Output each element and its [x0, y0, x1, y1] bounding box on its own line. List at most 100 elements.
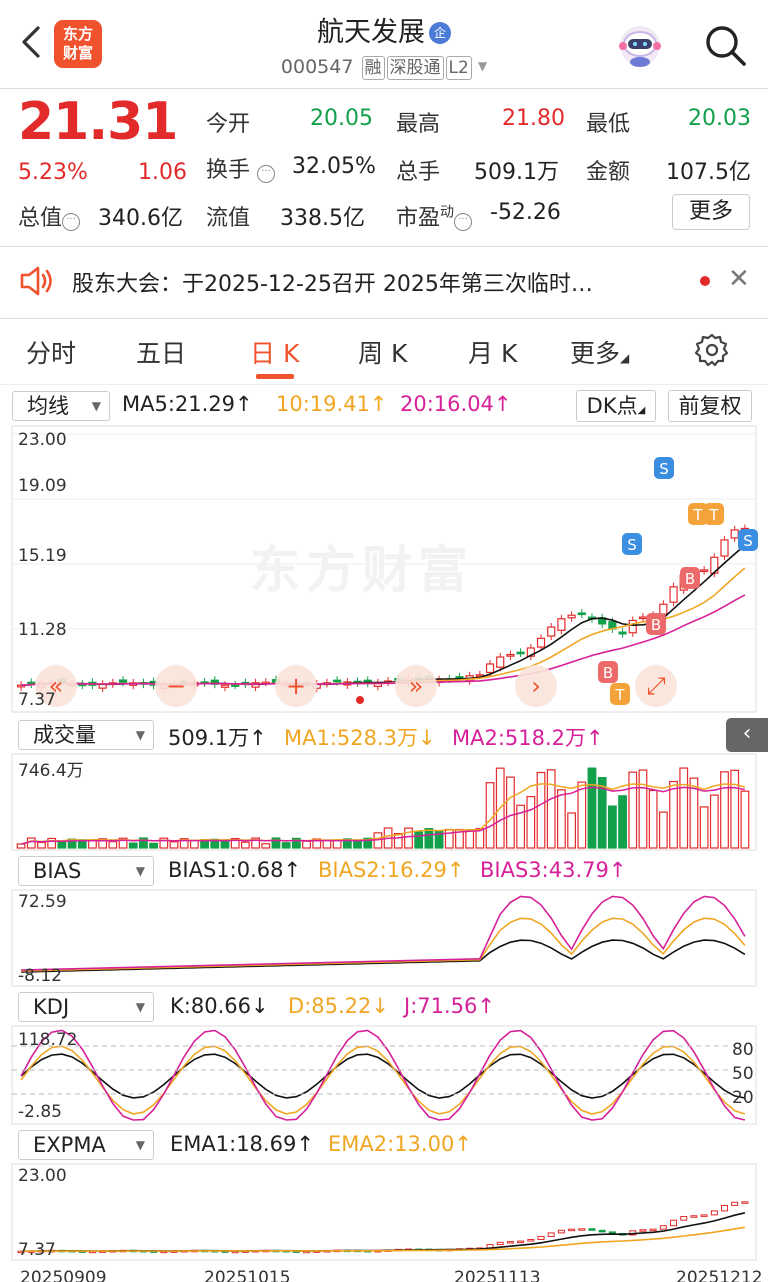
tab-weekly-k[interactable]: 周 K [358, 339, 408, 368]
date-axis-label: 20251212 [676, 1268, 763, 1282]
volume-bar [607, 805, 617, 849]
kdj-level-label: 80 [732, 1040, 754, 1060]
candle-body [618, 631, 627, 635]
collapse-arrow-icon[interactable]: ‹ [726, 718, 768, 752]
expma-candle [568, 1228, 576, 1232]
chart-nav-button [635, 665, 677, 707]
more-quote-button[interactable]: 更多 [672, 194, 750, 230]
close-icon[interactable]: ✕ [728, 264, 750, 294]
volume-bar [506, 776, 515, 849]
chart-nav-button [155, 665, 197, 707]
bias2-indicator: BIAS2:16.29↑ [318, 858, 465, 882]
ma10-indicator: 10:19.41↑ [276, 392, 388, 416]
kdj-axis-top: 118.72 [18, 1030, 78, 1050]
volume-value: 509.1万 [474, 160, 559, 185]
candle-body [659, 603, 668, 615]
open-label: 今开 [206, 112, 251, 137]
volume-bar [709, 794, 719, 849]
volume-bar [669, 780, 678, 849]
candle-body [577, 612, 586, 616]
kdj-selector[interactable]: KDJ ▼ [18, 992, 154, 1022]
tab-five-day[interactable]: 五日 [136, 339, 187, 368]
ema1-indicator: EMA1:18.69↑ [170, 1132, 314, 1156]
dk-points-button[interactable]: DK点◢ [576, 390, 656, 422]
signal-badge [688, 503, 708, 525]
expma-candle [649, 1228, 657, 1232]
ma20-line [21, 594, 746, 686]
turnover-label: 换手 ··· [206, 152, 276, 184]
ema1-line [21, 1212, 746, 1252]
bias1-line [21, 939, 746, 973]
notice-text[interactable]: 股东大会：于2025-12-25召开 2025年第三次临时… [72, 272, 593, 297]
candle-body [730, 529, 739, 539]
volume-bar [679, 767, 689, 849]
float-cap-value: 338.5亿 [280, 206, 365, 231]
ma-selector[interactable]: 均线 ▼ [12, 391, 110, 421]
signal-badge [610, 683, 630, 705]
volume-bar [414, 831, 424, 849]
bias2-line [21, 917, 746, 972]
notice-divider [0, 318, 768, 319]
market-cap-value: 340.6亿 [98, 206, 183, 231]
volume-bar [465, 830, 475, 849]
kdj-level-label: 20 [732, 1088, 754, 1108]
dropdown-caret-icon[interactable]: ▼ [477, 59, 488, 73]
expma-selector[interactable]: EXPMA ▼ [18, 1130, 154, 1160]
settings-gear-icon[interactable] [694, 332, 730, 368]
ema2-line [21, 1226, 746, 1252]
search-icon[interactable] [702, 22, 748, 68]
top-bar: 东方 财富 航天发展企 000547 融深股通 L2 ▼ [0, 0, 768, 88]
chart-nav-icon: − [166, 672, 186, 700]
expma-axis-top: 23.00 [18, 1166, 67, 1186]
signal-label: B [603, 664, 613, 682]
volume-selector[interactable]: 成交量 ▼ [18, 720, 154, 750]
tab-intraday[interactable]: 分时 [26, 339, 77, 368]
stock-code-line: 000547 融深股通 L2 ▼ [0, 56, 768, 80]
volume-label: 总手 [396, 160, 441, 185]
signal-badge [704, 503, 724, 525]
back-arrow-icon[interactable] [14, 22, 50, 62]
info-dots-icon[interactable]: ··· [454, 213, 473, 231]
chart-nav-icon: « [49, 672, 64, 700]
volume-bar [638, 769, 648, 849]
ema2-indicator: EMA2:13.00↑ [328, 1132, 472, 1156]
volume-axis-label: 746.4万 [18, 761, 84, 781]
candle-body [220, 684, 230, 688]
stock-name: 航天发展 [317, 17, 425, 48]
app-logo[interactable]: 东方 财富 [54, 20, 102, 68]
info-dots-icon[interactable]: ··· [257, 165, 276, 183]
candle-body [700, 569, 709, 573]
robot-assistant-icon[interactable] [614, 22, 666, 70]
pe-value: -52.26 [490, 200, 561, 225]
volume-bar [536, 771, 546, 849]
tag-margin: 融 [361, 56, 385, 80]
signal-label: S [627, 536, 637, 554]
volume-bar [118, 837, 128, 849]
info-dots-icon[interactable]: ··· [62, 213, 81, 231]
expma-candle [700, 1214, 708, 1217]
volume-ma1: MA1:528.3万↓ [284, 726, 436, 750]
open-value: 20.05 [310, 106, 373, 131]
signal-badge [646, 613, 666, 635]
tab-monthly-k[interactable]: 月 K [468, 339, 518, 368]
volume-bar [128, 842, 138, 849]
expma-candle [547, 1232, 555, 1237]
tab-daily-k[interactable]: 日 K [250, 339, 300, 368]
chart-frame [11, 425, 757, 713]
volume-bar [567, 812, 576, 849]
expma-candle [670, 1219, 678, 1227]
tab-more[interactable]: 更多◢ [570, 339, 630, 368]
kdj-level-label: 50 [732, 1064, 754, 1084]
volume-bar [485, 782, 495, 849]
adjust-button[interactable]: 前复权 [668, 390, 752, 422]
volume-bar [16, 843, 26, 849]
expma-candle [527, 1238, 535, 1242]
volume-bar [271, 837, 281, 849]
signal-label: T [708, 506, 719, 524]
volume-bar [648, 789, 658, 849]
bias-selector[interactable]: BIAS ▼ [18, 856, 154, 886]
expma-candle [731, 1201, 739, 1206]
volume-bar [353, 840, 362, 849]
expma-candle [496, 1241, 504, 1246]
